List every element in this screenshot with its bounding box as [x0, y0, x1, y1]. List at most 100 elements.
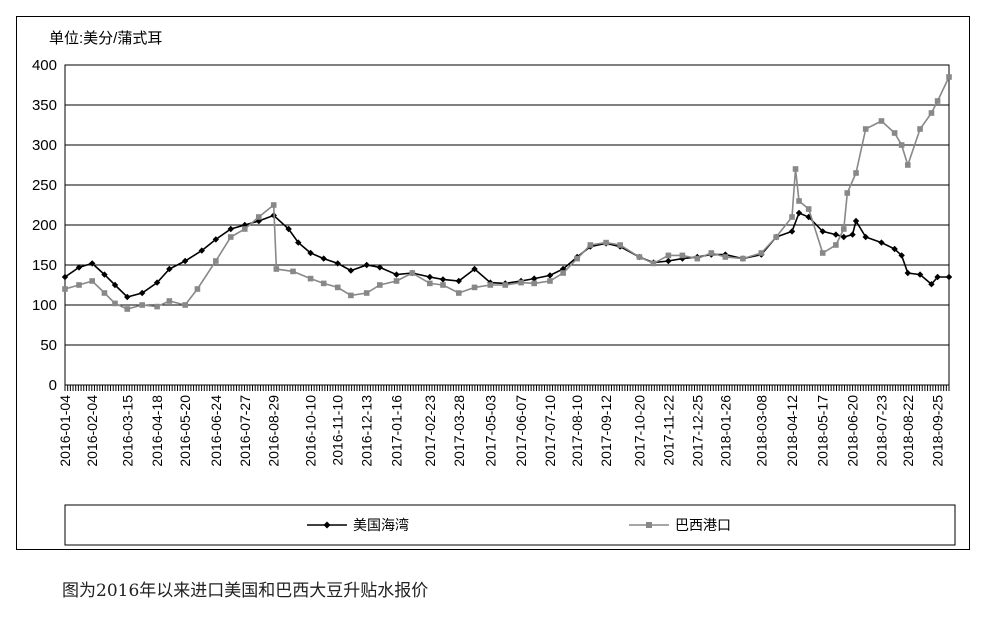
series-0-point-6: [138, 289, 146, 297]
series-0-point-18: [307, 249, 314, 257]
series-0-point-11: [212, 236, 220, 243]
series-layer: [61, 74, 953, 312]
x-minor-ticks: [64, 385, 950, 391]
series-1-point-57: [844, 190, 851, 196]
y-axis-ticks: 0 50 100 150 200 250 300 350 400: [32, 57, 57, 394]
chart-svg: 单位:美分/蒲式耳 0 50 100 150 200 250 300 350 400 2016-…: [32, 30, 956, 546]
series-0-point-65: [934, 273, 941, 281]
series-1-point-25: [409, 270, 416, 276]
series-0-point-57: [852, 217, 860, 225]
x-tick-label-22: 2018-01-26: [717, 395, 733, 467]
series-1-point-34: [547, 278, 553, 284]
series-1-point-1: [76, 282, 82, 288]
series-1-point-37: [587, 242, 594, 248]
series-1-point-15: [270, 202, 277, 208]
series-1-point-11: [213, 258, 219, 264]
series-1-point-0: [62, 286, 68, 292]
x-tick-label-3: 2016-04-18: [149, 395, 165, 467]
x-axis: 2016-01-04 2016-02-04 2016-03-15 2016-04-18…: [57, 385, 950, 467]
x-tick-label-15: 2017-06-07: [513, 395, 529, 467]
series-1-point-66: [934, 98, 941, 104]
series-line-1: [64, 76, 950, 310]
series-0-point-66: [945, 273, 953, 281]
series-0-point-17: [295, 239, 302, 246]
series-1-point-13: [241, 226, 248, 232]
series-1-point-39: [617, 242, 623, 248]
series-0-point-3: [101, 271, 108, 278]
x-tick-label-17: 2017-08-10: [569, 395, 585, 467]
y-tick-label-350: 350: [32, 97, 57, 114]
series-1-point-20: [334, 284, 341, 291]
chart-frame: 单位:美分/蒲式耳 0 50 100 150 200 250 300 350 400 2016-…: [16, 16, 970, 550]
series-1-point-16: [273, 266, 280, 272]
series-1-point-62: [898, 142, 905, 148]
x-tick-label-18: 2017-09-12: [598, 395, 614, 467]
series-1-point-17: [290, 268, 296, 275]
series-1-point-30: [487, 282, 494, 288]
series-1-point-27: [440, 282, 446, 288]
x-tick-label-10: 2016-12-13: [359, 395, 375, 467]
x-tick-label-0: 2016-01-04: [57, 395, 73, 467]
chart-caption: 图为2016年以来进口美国和巴西大豆升贴水报价: [62, 581, 429, 601]
x-tick-label-2: 2016-03-15: [119, 395, 135, 467]
series-0-point-20: [334, 260, 341, 267]
series-0-point-27: [439, 276, 447, 283]
series-1-point-35: [560, 270, 566, 276]
series-1-point-50: [789, 214, 795, 220]
series-1-point-44: [694, 255, 701, 262]
series-1-point-23: [377, 282, 383, 288]
series-0-point-12: [227, 225, 234, 233]
series-1-point-6: [139, 302, 145, 308]
series-0-point-53: [819, 228, 826, 235]
legend-label-1: 巴西港口: [675, 517, 731, 533]
series-1-point-64: [917, 126, 923, 132]
x-tick-label-16: 2017-07-10: [542, 395, 558, 467]
series-0-point-19: [320, 255, 327, 262]
series-0-point-34: [546, 272, 554, 279]
series-1-point-19: [320, 280, 327, 287]
series-0-point-61: [898, 252, 905, 259]
series-0-point-55: [840, 233, 847, 241]
series-1-point-54: [819, 250, 826, 256]
series-1-point-53: [805, 206, 812, 212]
x-tick-label-24: 2018-04-12: [784, 395, 800, 467]
y-tick-label-300: 300: [32, 137, 57, 154]
x-tick-label-9: 2016-11-10: [330, 395, 346, 466]
series-1-point-40: [636, 254, 643, 260]
series-1-point-52: [796, 198, 802, 204]
series-1-point-31: [502, 282, 509, 288]
series-1-point-41: [650, 260, 657, 267]
series-0-point-52: [805, 213, 812, 221]
series-0-point-16: [285, 225, 292, 233]
legend-marker-0: [323, 521, 331, 529]
series-1-point-33: [531, 280, 537, 287]
series-1-point-67: [946, 74, 952, 80]
x-tick-label-11: 2017-01-16: [389, 395, 405, 467]
x-tick-label-28: 2018-08-22: [900, 395, 916, 467]
series-0-point-42: [665, 257, 672, 265]
series-1-point-58: [853, 170, 859, 176]
series-0-point-62: [904, 269, 911, 277]
series-0-point-8: [166, 265, 173, 273]
series-1-point-21: [348, 292, 354, 299]
series-0-point-58: [862, 233, 869, 241]
series-0-point-51: [795, 209, 803, 217]
gridlines: [65, 64, 949, 346]
series-1: [62, 74, 952, 312]
y-unit-label: 单位:美分/蒲式耳: [49, 30, 162, 47]
y-tick-label-100: 100: [32, 297, 57, 314]
series-1-point-56: [840, 226, 847, 232]
x-tick-label-12: 2017-02-23: [422, 395, 438, 467]
series-1-point-38: [603, 239, 609, 246]
series-1-point-36: [574, 255, 580, 262]
series-1-point-29: [471, 284, 478, 291]
x-tick-label-6: 2016-07-27: [237, 395, 253, 467]
series-0-point-7: [153, 279, 161, 286]
series-0-point-54: [832, 231, 840, 238]
series-0-point-24: [393, 271, 400, 278]
x-tick-label-7: 2016-08-29: [266, 395, 282, 467]
series-1-point-55: [833, 242, 839, 248]
x-tick-label-27: 2018-07-23: [874, 395, 890, 467]
series-1-point-8: [166, 298, 173, 304]
series-1-point-24: [393, 278, 400, 284]
